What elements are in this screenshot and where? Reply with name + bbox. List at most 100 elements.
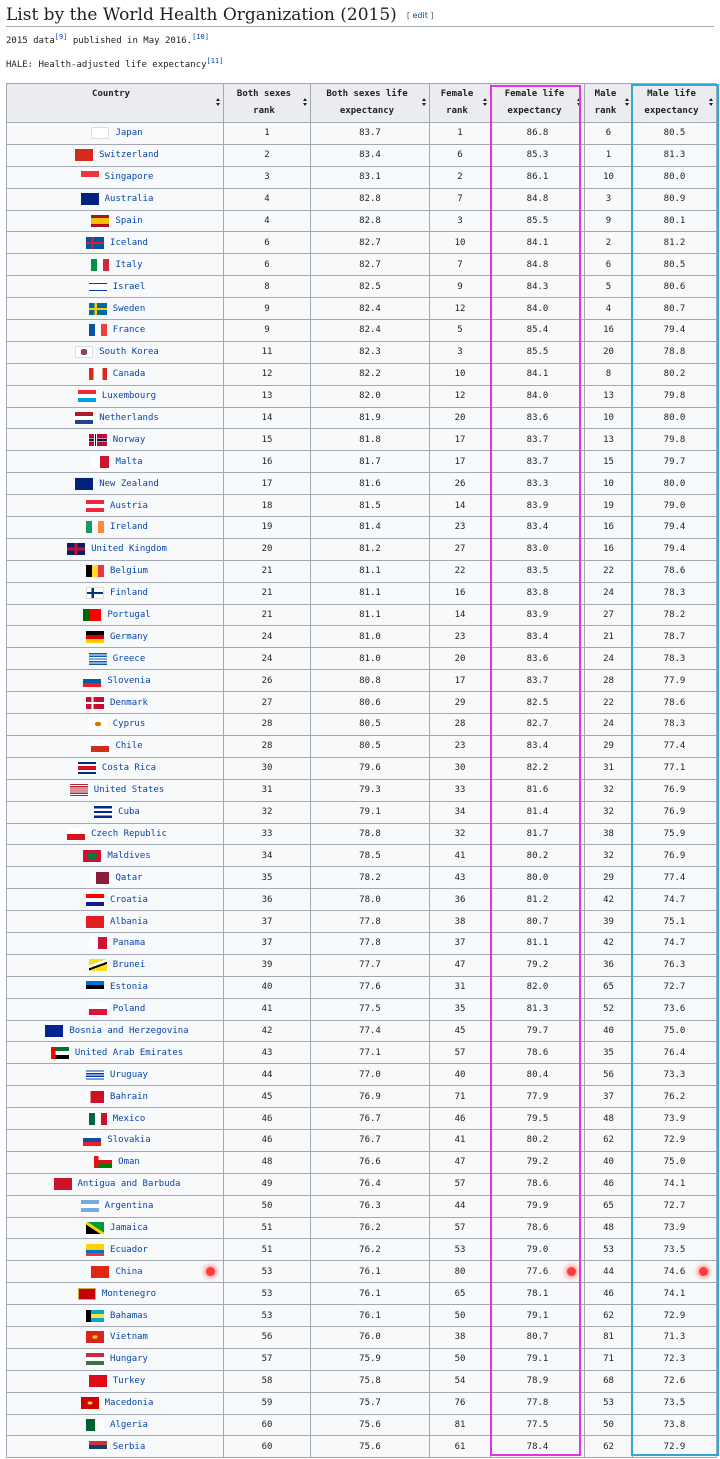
country-link[interactable]: Slovakia [107,1135,151,1146]
ireland-flag-icon[interactable] [86,521,105,534]
country-link[interactable]: Greece [112,653,146,664]
country-link[interactable]: Antigua and Barbuda [77,1179,181,1190]
panama-flag-icon[interactable] [88,937,107,950]
spain-flag-icon[interactable] [91,215,110,227]
country-link[interactable]: Bahamas [110,1310,148,1321]
germany-flag-icon[interactable] [86,630,105,643]
brunei-flag-icon[interactable] [88,959,107,972]
ecuador-flag-icon[interactable] [86,1243,105,1256]
country-link[interactable]: Sweden [112,303,146,314]
sort-icon[interactable] [303,98,308,107]
reference-10[interactable]: [10] [192,33,209,41]
country-link[interactable]: Ecuador [110,1244,148,1255]
column-header-male-life-expectancy[interactable]: Male life expectancy [632,83,717,123]
israel-flag-icon[interactable] [88,280,107,293]
country-link[interactable]: Maldives [107,850,151,861]
country-link[interactable]: Finland [110,588,148,599]
country-link[interactable]: Bahrain [110,1091,148,1102]
country-link[interactable]: Netherlands [99,413,159,424]
finland-flag-icon[interactable] [86,587,105,600]
country-link[interactable]: Bosnia and Herzegovina [69,1025,189,1036]
maldives-flag-icon[interactable] [83,849,102,862]
country-link[interactable]: Cyprus [112,719,146,730]
antigua-flag-icon[interactable] [53,1178,72,1191]
iceland-flag-icon[interactable] [86,236,105,249]
croatia-flag-icon[interactable] [86,893,105,906]
poland-flag-icon[interactable] [88,1003,107,1016]
turkey-flag-icon[interactable] [88,1375,107,1388]
country-link[interactable]: France [112,325,146,336]
portugal-flag-icon[interactable] [83,609,102,622]
country-link[interactable]: Austria [110,500,148,511]
czech-republic-flag-icon[interactable] [67,827,86,840]
country-link[interactable]: United States [93,785,165,796]
canada-flag-icon[interactable] [88,368,107,381]
edit-label[interactable]: edit [412,11,428,20]
france-flag-icon[interactable] [88,324,107,337]
belgium-flag-icon[interactable] [86,565,105,578]
sort-icon[interactable] [625,98,630,107]
serbia-flag-icon[interactable] [88,1440,107,1453]
argentina-flag-icon[interactable] [80,1200,99,1213]
country-link[interactable]: Canada [112,369,146,380]
hungary-flag-icon[interactable] [86,1353,105,1366]
country-link[interactable]: Algeria [110,1419,148,1430]
country-link[interactable]: Switzerland [99,150,159,161]
country-link[interactable]: Poland [112,1004,146,1015]
cyprus-flag-icon[interactable] [88,718,107,731]
sort-icon[interactable] [422,98,427,107]
sort-icon[interactable] [483,98,488,107]
south-korea-flag-icon[interactable] [75,346,94,359]
country-link[interactable]: Qatar [115,872,143,883]
column-header-male-rank[interactable]: Male rank [584,83,633,123]
albania-flag-icon[interactable] [86,915,105,928]
country-link[interactable]: Norway [112,434,146,445]
luxembourg-flag-icon[interactable] [77,390,96,403]
column-header-female-life-expectancy[interactable]: Female life expectancy [490,83,585,123]
country-link[interactable]: Portugal [107,610,151,621]
country-link[interactable]: Slovenia [107,675,151,686]
jamaica-flag-icon[interactable] [86,1221,105,1234]
country-link[interactable]: Brunei [112,960,146,971]
country-link[interactable]: Germany [110,631,148,642]
reference-11[interactable]: [11] [206,57,224,65]
vietnam-flag-icon[interactable] [86,1331,105,1344]
country-link[interactable]: Belgium [110,566,148,577]
algeria-flag-icon[interactable] [86,1418,105,1431]
country-link[interactable]: Spain [115,216,143,226]
malta-flag-icon[interactable] [91,455,110,468]
singapore-flag-icon[interactable] [80,171,99,184]
new-zealand-flag-icon[interactable] [75,477,94,490]
country-link[interactable]: Jamaica [110,1222,148,1233]
country-link[interactable]: Oman [118,1157,140,1168]
macedonia-flag-icon[interactable] [80,1397,99,1410]
country-link[interactable]: Ireland [110,522,148,533]
column-header-female-rank[interactable]: Female rank [429,83,491,123]
edit-section-link[interactable]: [ edit ] [407,11,434,20]
italy-flag-icon[interactable] [91,258,110,271]
country-link[interactable]: Croatia [110,894,148,905]
country-link[interactable]: Mexico [112,1113,146,1124]
bahamas-flag-icon[interactable] [86,1309,105,1322]
country-link[interactable]: Costa Rica [101,763,157,774]
sort-icon[interactable] [577,98,582,107]
country-link[interactable]: New Zealand [99,478,159,489]
sort-icon[interactable] [709,98,714,107]
united-states-flag-icon[interactable] [69,784,88,797]
oman-flag-icon[interactable] [94,1156,113,1169]
uae-flag-icon[interactable] [50,1046,69,1059]
chile-flag-icon[interactable] [91,740,110,753]
bahrain-flag-icon[interactable] [86,1090,105,1103]
qatar-flag-icon[interactable] [91,871,110,884]
country-link[interactable]: Serbia [112,1441,146,1452]
reference-9[interactable]: [9] [54,33,68,41]
sweden-flag-icon[interactable] [88,302,107,315]
country-link[interactable]: Albania [110,916,148,927]
netherlands-flag-icon[interactable] [75,412,94,425]
country-link[interactable]: Vietnam [110,1332,148,1343]
denmark-flag-icon[interactable] [86,696,105,709]
country-link[interactable]: Denmark [110,697,148,708]
country-link[interactable]: Japan [115,128,143,139]
country-link[interactable]: Argentina [104,1201,154,1212]
japan-flag-icon[interactable] [91,127,110,140]
